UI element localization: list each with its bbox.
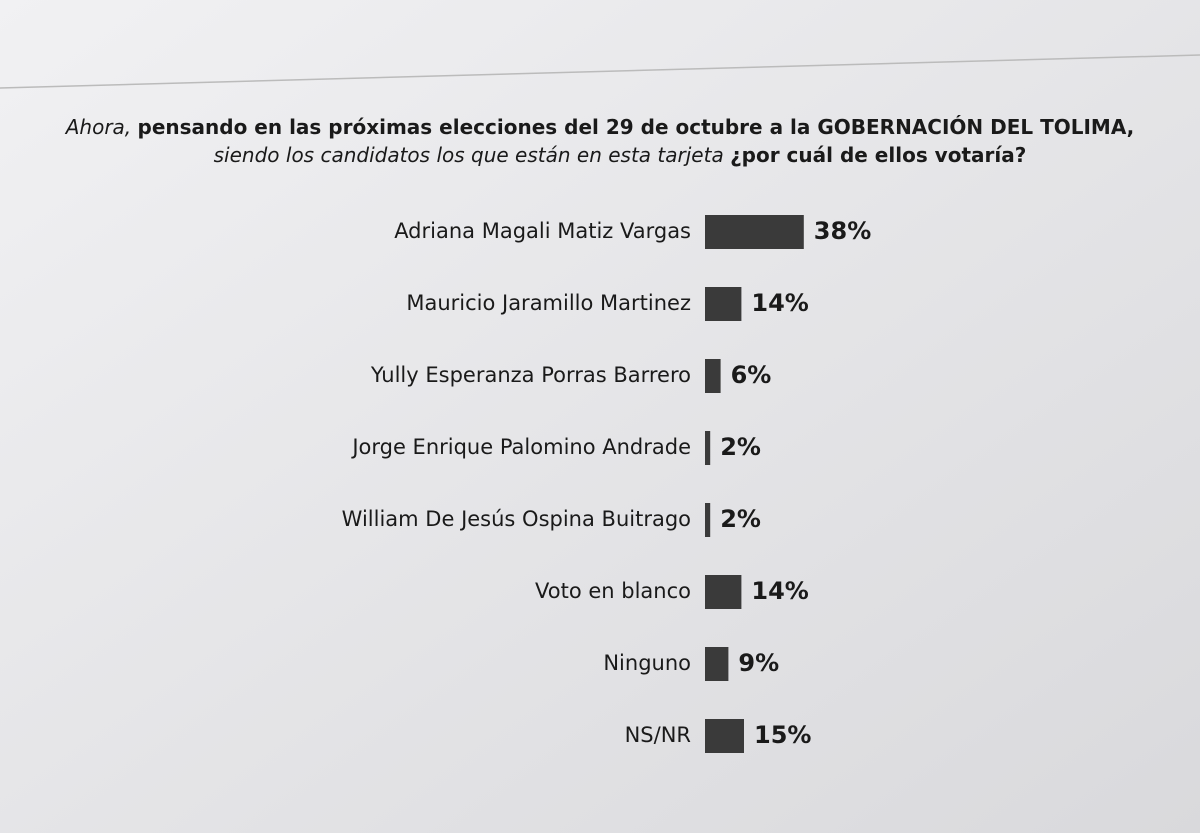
bar xyxy=(705,503,711,537)
bar xyxy=(705,719,744,753)
category-label: Adriana Magali Matiz Vargas xyxy=(394,219,691,243)
title-part: Ahora, xyxy=(64,115,138,139)
value-label: 14% xyxy=(751,577,808,605)
value-label: 14% xyxy=(751,289,808,317)
category-label: Mauricio Jaramillo Martinez xyxy=(406,291,691,315)
title-part: pensando en las próximas elecciones del … xyxy=(138,115,1135,139)
bar xyxy=(705,359,721,393)
bar xyxy=(705,287,742,321)
bar xyxy=(705,215,804,249)
value-label: 2% xyxy=(720,505,761,533)
category-label: Yully Esperanza Porras Barrero xyxy=(370,363,691,387)
value-label: 15% xyxy=(754,721,811,749)
value-label: 6% xyxy=(731,361,772,389)
category-label: Voto en blanco xyxy=(535,579,691,603)
chart-title-line-2: siendo los candidatos los que están en e… xyxy=(214,143,1027,167)
bar xyxy=(705,647,729,681)
category-label: NS/NR xyxy=(625,723,691,747)
category-label: Jorge Enrique Palomino Andrade xyxy=(350,435,691,459)
bar xyxy=(705,575,742,609)
category-label: Ninguno xyxy=(603,651,691,675)
title-part: ¿por cuál de ellos votaría? xyxy=(730,143,1026,167)
bar xyxy=(705,431,711,465)
value-label: 2% xyxy=(720,433,761,461)
title-part: siendo los candidatos los que están en e… xyxy=(214,143,730,167)
page-edge xyxy=(0,54,1200,89)
value-label: 9% xyxy=(738,649,779,677)
chart-title-line-1: Ahora, pensando en las próximas eleccion… xyxy=(64,115,1135,139)
value-label: 38% xyxy=(814,217,871,245)
category-label: William De Jesús Ospina Buitrago xyxy=(342,507,691,531)
